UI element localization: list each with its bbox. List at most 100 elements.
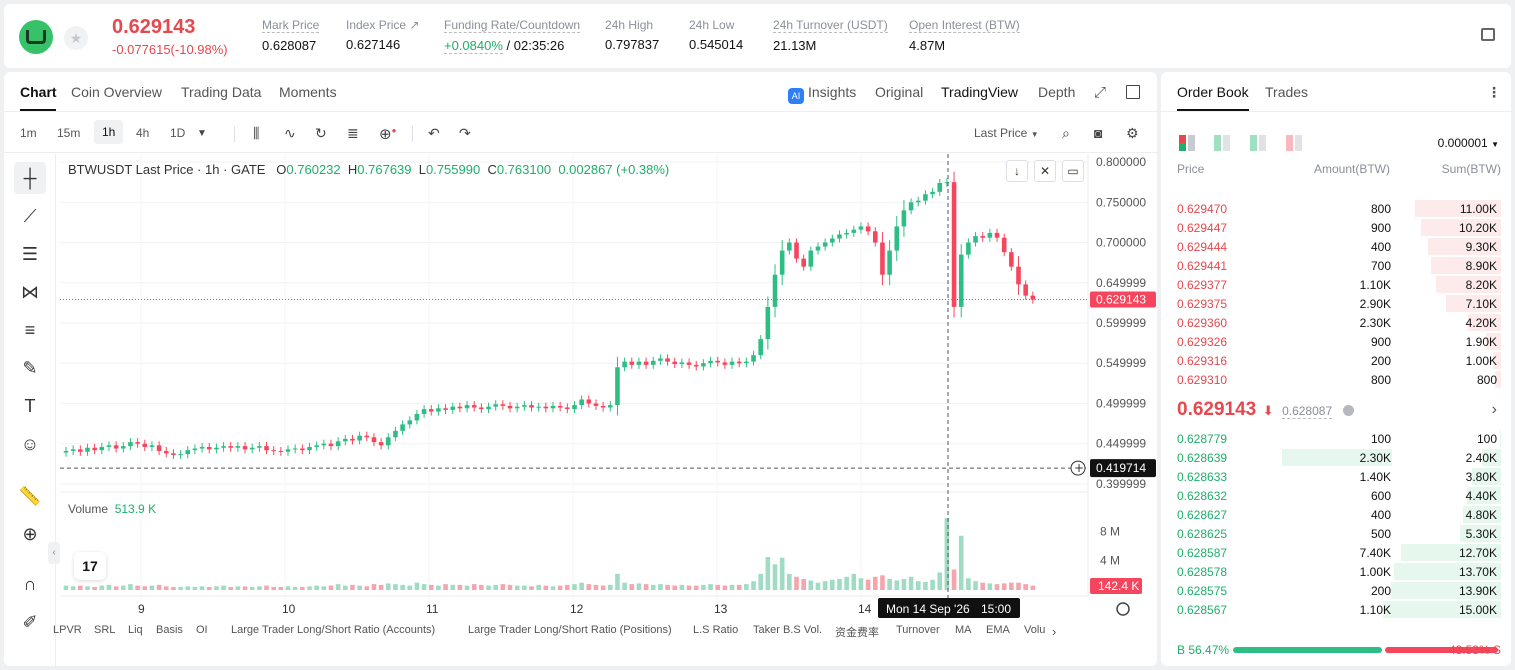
indicator-funding-rate[interactable]: 资金费率 xyxy=(835,627,879,639)
volume-bar xyxy=(751,581,756,590)
candle xyxy=(629,361,635,365)
indicator-turnover[interactable]: Turnover xyxy=(896,624,940,636)
indicator-taker-vol[interactable]: Taker B.S Vol. xyxy=(753,624,823,636)
timeframe-dropdown-icon[interactable]: ▼ xyxy=(197,128,207,139)
scroll-down-icon[interactable]: ↓ xyxy=(1006,160,1028,182)
camera-icon[interactable]: ◙ xyxy=(1094,125,1103,141)
candle xyxy=(593,403,599,406)
candle xyxy=(185,450,191,455)
redo-icon[interactable]: ↷ xyxy=(459,125,471,141)
replay-icon[interactable]: ↻ xyxy=(315,125,327,141)
tab-tradingview[interactable]: TradingView xyxy=(941,84,1019,100)
timeframe-15m[interactable]: 15m xyxy=(57,126,81,140)
tab-depth[interactable]: Depth xyxy=(1038,84,1076,100)
volume-bar xyxy=(149,585,155,590)
indicator-lt-accounts[interactable]: Large Trader Long/Short Ratio (Accounts) xyxy=(231,624,436,636)
collapse-icon[interactable]: ✕ xyxy=(1034,160,1056,182)
book-bids-icon[interactable] xyxy=(1214,135,1230,151)
indicator-basis[interactable]: Basis xyxy=(156,624,183,636)
ask-row[interactable]: 0.629444 400 9.30K xyxy=(1161,237,1511,256)
emoji-icon[interactable]: ☺ xyxy=(20,434,40,454)
tab-chart[interactable]: Chart xyxy=(20,84,57,100)
ask-row[interactable]: 0.629360 2.30K 4.20K xyxy=(1161,313,1511,332)
indicators-icon[interactable]: ∿ xyxy=(284,125,296,141)
volume-bar xyxy=(665,584,670,590)
timeframe-1h[interactable]: 1h xyxy=(94,120,124,144)
search-icon[interactable]: ⌕ xyxy=(1062,125,1070,141)
indicator-ls-ratio[interactable]: L.S Ratio xyxy=(693,624,739,636)
zoom-in-icon[interactable]: ⊕ xyxy=(22,524,38,544)
ask-row[interactable]: 0.629310 800 800 xyxy=(1161,370,1511,389)
timeframe-4h[interactable]: 4h xyxy=(136,126,150,140)
ask-row[interactable]: 0.629470 800 11.00K xyxy=(1161,199,1511,218)
price-type-select[interactable]: Last Price ▼ xyxy=(974,126,1039,140)
trend-line-icon[interactable]: ⟋ xyxy=(23,206,37,226)
book-both-icon[interactable] xyxy=(1179,135,1195,151)
pattern-icon[interactable]: ⋈ xyxy=(21,282,39,302)
crosshair-time-label: Mon 14 Sep '26 xyxy=(886,602,970,616)
bid-row[interactable]: 0.628578 1.00K 13.70K xyxy=(1161,562,1511,581)
indicator-ma[interactable]: MA xyxy=(955,624,972,636)
text-tool-icon[interactable]: T xyxy=(24,396,36,416)
ask-row[interactable]: 0.629375 2.90K 7.10K xyxy=(1161,294,1511,313)
tab-coin-overview[interactable]: Coin Overview xyxy=(71,84,163,100)
indicator-volume[interactable]: Volu xyxy=(1024,624,1046,636)
maximize-icon[interactable]: ▭ xyxy=(1062,160,1084,182)
tab-original[interactable]: Original xyxy=(875,84,924,100)
price-chart[interactable]: 0.800000 0.750000 0.700000 0.649999 0.599999… xyxy=(4,72,1157,666)
bid-row[interactable]: 0.628567 1.10K 15.00K xyxy=(1161,600,1511,619)
indicator-liq[interactable]: Liq xyxy=(128,624,143,636)
bid-row[interactable]: 0.628632 600 4.40K xyxy=(1161,486,1511,505)
ask-row[interactable]: 0.629447 900 10.20K xyxy=(1161,218,1511,237)
expand-icon[interactable]: ⤢ xyxy=(1094,84,1107,101)
bid-row[interactable]: 0.628627 400 4.80K xyxy=(1161,505,1511,524)
bid-row[interactable]: 0.628633 1.40K 3.80K xyxy=(1161,467,1511,486)
precision-select[interactable]: 0.000001 ▼ xyxy=(1437,136,1499,150)
settings-gear-icon[interactable]: ⚙ xyxy=(1126,125,1139,141)
indicator-lpvr[interactable]: LPVR xyxy=(53,624,82,636)
templates-icon[interactable]: ≣ xyxy=(347,125,359,141)
bid-row[interactable]: 0.628639 2.30K 2.40K xyxy=(1161,448,1511,467)
favorite-star-icon[interactable]: ★ xyxy=(64,26,88,50)
brush-icon[interactable]: ✎ xyxy=(22,358,38,378)
indicator-ema[interactable]: EMA xyxy=(986,624,1010,636)
horizontal-lines-icon[interactable]: ☰ xyxy=(21,244,39,264)
stat-index-price[interactable]: Index Price ↗ 0.627146 xyxy=(346,18,420,52)
indicator-srl[interactable]: SRL xyxy=(94,624,116,636)
volume-bar xyxy=(436,585,441,590)
indicator-scroll-right-icon[interactable]: › xyxy=(1052,624,1057,639)
notebook-icon[interactable] xyxy=(1481,28,1495,41)
window-icon[interactable] xyxy=(1126,85,1140,99)
undo-icon[interactable]: ↶ xyxy=(428,125,440,141)
magnet-icon[interactable]: ∩ xyxy=(23,574,37,594)
tab-moments[interactable]: Moments xyxy=(279,84,337,100)
fib-icon[interactable]: ≡ xyxy=(24,320,36,340)
ask-row[interactable]: 0.629441 700 8.90K xyxy=(1161,256,1511,275)
timeframe-1m[interactable]: 1m xyxy=(20,126,37,140)
indicator-lt-positions[interactable]: Large Trader Long/Short Ratio (Positions… xyxy=(468,624,672,636)
tab-insights[interactable]: AI Insights xyxy=(788,84,856,104)
candle xyxy=(607,405,613,408)
tab-trading-data[interactable]: Trading Data xyxy=(181,84,262,100)
ruler-icon[interactable]: 📏 xyxy=(18,486,42,506)
timeframe-1d[interactable]: 1D xyxy=(170,126,186,140)
collapse-toolbar-icon[interactable]: ‹ xyxy=(48,542,60,564)
chevron-right-icon[interactable]: › xyxy=(1491,401,1497,418)
more-menu-icon[interactable]: ⋮ xyxy=(1487,84,1501,100)
bid-row[interactable]: 0.628587 7.40K 12.70K xyxy=(1161,543,1511,562)
tab-trades[interactable]: Trades xyxy=(1265,84,1309,100)
ask-row[interactable]: 0.629316 200 1.00K xyxy=(1161,351,1511,370)
candles-icon[interactable]: ⫼ xyxy=(253,125,260,141)
tab-order-book[interactable]: Order Book xyxy=(1177,84,1249,100)
ask-row[interactable]: 0.629377 1.10K 8.20K xyxy=(1161,275,1511,294)
ask-row[interactable]: 0.629326 900 1.90K xyxy=(1161,332,1511,351)
bid-row[interactable]: 0.628779 100 100 xyxy=(1161,429,1511,448)
bid-row[interactable]: 0.628575 200 13.90K xyxy=(1161,581,1511,600)
book-asks-icon[interactable] xyxy=(1286,135,1302,151)
add-indicator-icon[interactable]: ⊕● xyxy=(379,126,397,143)
bid-row[interactable]: 0.628625 500 5.30K xyxy=(1161,524,1511,543)
lock-drawings-icon[interactable]: ✐ xyxy=(22,612,38,632)
indicator-oi[interactable]: OI xyxy=(196,624,208,636)
book-buy-only-icon[interactable] xyxy=(1250,135,1266,151)
crosshair-icon[interactable]: ┼ xyxy=(14,162,46,194)
